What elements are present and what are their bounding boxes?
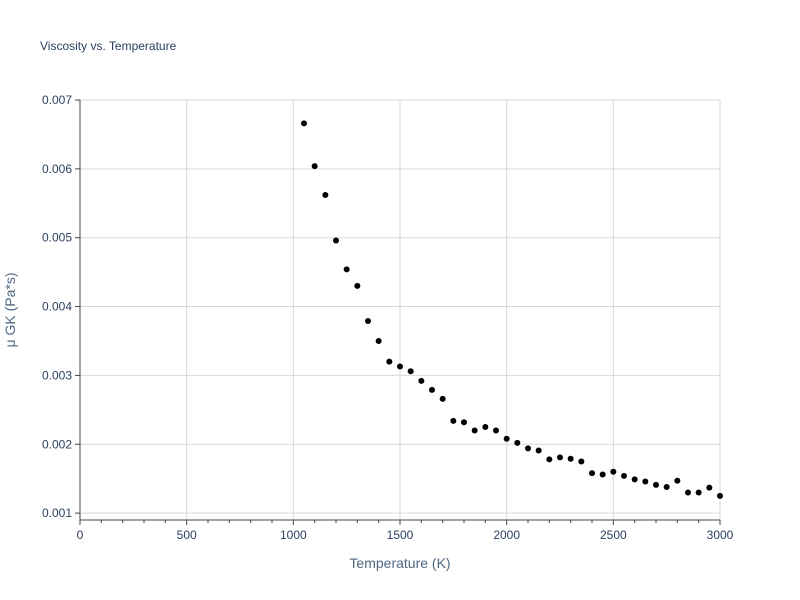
x-tick-label: 3000 xyxy=(707,528,734,542)
x-axis-title: Temperature (K) xyxy=(349,555,450,571)
y-tick-label: 0.006 xyxy=(42,162,72,176)
data-point[interactable] xyxy=(407,368,414,375)
data-point[interactable] xyxy=(695,489,702,496)
x-tick-label: 1500 xyxy=(387,528,414,542)
x-axis-ticks: 0 500 1000 1500 2000 2500 3000 xyxy=(77,520,734,542)
y-tick-label: 0.007 xyxy=(42,93,72,107)
data-point[interactable] xyxy=(450,417,457,424)
data-point[interactable] xyxy=(663,483,670,490)
x-tick-label: 1000 xyxy=(280,528,307,542)
data-point[interactable] xyxy=(514,439,521,446)
data-points xyxy=(301,120,723,499)
data-point[interactable] xyxy=(418,377,425,384)
y-tick-label: 0.002 xyxy=(42,437,72,451)
data-point[interactable] xyxy=(674,477,681,484)
y-axis-title: μ GK (Pa*s) xyxy=(2,273,18,348)
y-tick-label: 0.003 xyxy=(42,368,72,382)
data-point[interactable] xyxy=(493,427,499,434)
chart-title: Viscosity vs. Temperature xyxy=(40,39,177,53)
data-point[interactable] xyxy=(642,478,649,485)
data-point[interactable] xyxy=(461,419,467,426)
data-point[interactable] xyxy=(546,456,553,463)
data-point[interactable] xyxy=(311,163,318,170)
data-point[interactable] xyxy=(706,484,713,491)
y-tick-label: 0.005 xyxy=(42,231,72,245)
data-point[interactable] xyxy=(589,470,595,477)
data-point[interactable] xyxy=(397,363,403,370)
x-tick-label: 500 xyxy=(177,528,197,542)
data-point[interactable] xyxy=(717,492,723,499)
data-point[interactable] xyxy=(365,318,371,325)
data-point[interactable] xyxy=(621,472,627,479)
data-point[interactable] xyxy=(301,120,307,127)
data-point[interactable] xyxy=(599,471,606,478)
data-point[interactable] xyxy=(525,445,531,452)
data-point[interactable] xyxy=(375,337,382,344)
y-tick-label: 0.001 xyxy=(42,506,72,520)
y-tick-label: 0.004 xyxy=(42,300,72,314)
data-point[interactable] xyxy=(482,424,489,431)
data-point[interactable] xyxy=(685,489,691,496)
data-point[interactable] xyxy=(567,455,574,462)
data-point[interactable] xyxy=(631,476,638,483)
data-point[interactable] xyxy=(471,427,478,434)
data-point[interactable] xyxy=(578,458,585,465)
x-tick-label: 0 xyxy=(77,528,84,542)
data-point[interactable] xyxy=(439,395,446,402)
data-point[interactable] xyxy=(535,447,542,454)
data-point[interactable] xyxy=(333,237,339,244)
data-point[interactable] xyxy=(610,468,617,475)
data-point[interactable] xyxy=(503,435,510,442)
data-point[interactable] xyxy=(557,454,563,461)
data-point[interactable] xyxy=(653,481,659,488)
x-tick-label: 2000 xyxy=(493,528,520,542)
data-point[interactable] xyxy=(343,266,350,273)
x-tick-label: 2500 xyxy=(600,528,627,542)
data-point[interactable] xyxy=(354,282,361,289)
gridlines xyxy=(80,99,721,520)
data-point[interactable] xyxy=(386,358,393,365)
data-point[interactable] xyxy=(429,386,435,393)
data-point[interactable] xyxy=(322,192,329,199)
y-axis-ticks: 0.001 0.002 0.003 0.004 0.005 0.006 0.007 xyxy=(42,93,80,520)
